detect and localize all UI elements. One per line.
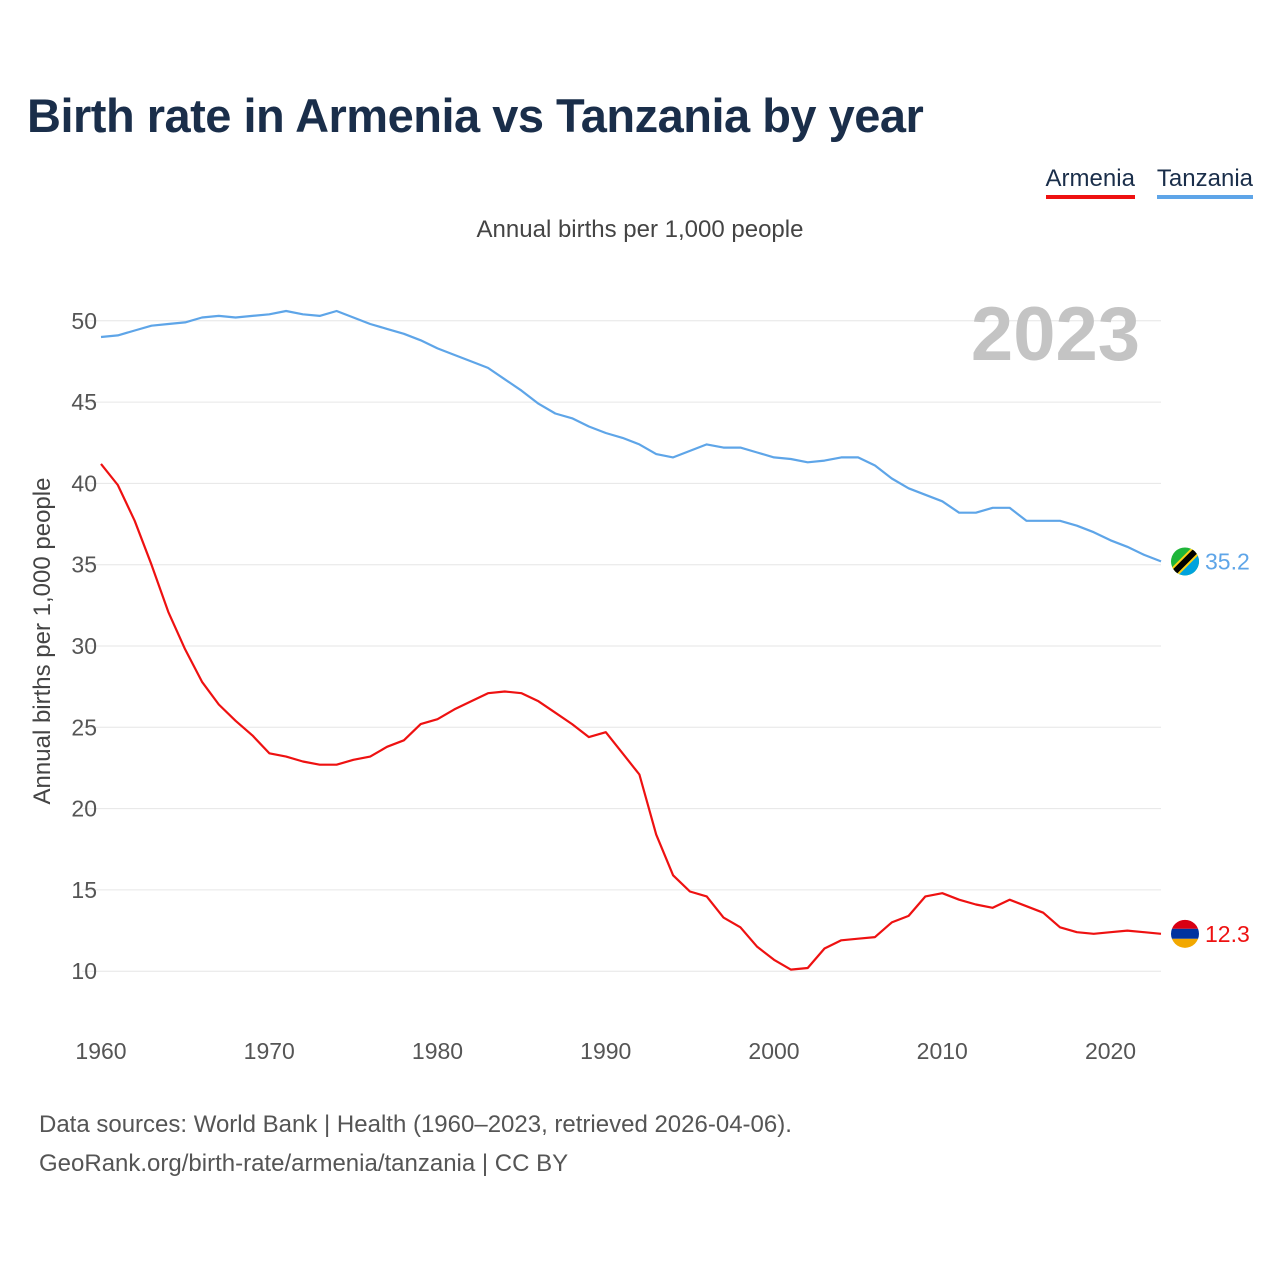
chart-title: Birth rate in Armenia vs Tanzania by yea…	[27, 89, 924, 142]
y-axis-label: Annual births per 1,000 people	[29, 478, 56, 805]
flag-armenia-icon	[1171, 919, 1199, 948]
flag-tanzania-icon	[1171, 547, 1199, 576]
line-chart: 10 15 20 25 30 35 40 45 50 1960 1970 1980 1990 2000 2…	[29, 292, 1250, 1064]
series-lines	[100, 309, 1162, 971]
y-tick-label: 50	[71, 308, 97, 334]
x-tick-label: 2020	[1085, 1038, 1136, 1064]
y-tick-label: 20	[71, 796, 97, 822]
y-tick-label: 15	[71, 877, 97, 903]
footer-sources: Data sources: World Bank | Health (1960–…	[39, 1111, 792, 1138]
end-markers: 12.3 35.2	[1171, 547, 1250, 948]
y-axis-ticks: 10 15 20 25 30 35 40 45 50	[71, 308, 97, 984]
series-line-armenia	[100, 463, 1162, 971]
legend-item-tanzania[interactable]: Tanzania	[1156, 165, 1253, 199]
x-tick-label: 1990	[580, 1038, 631, 1064]
end-value-label-armenia: 12.3	[1205, 921, 1250, 947]
x-tick-label: 1960	[75, 1038, 126, 1064]
legend: Armenia Tanzania	[1045, 165, 1253, 199]
series-line-tanzania	[100, 309, 1162, 563]
year-watermark: 2023	[971, 292, 1140, 377]
x-tick-label: 2010	[917, 1038, 968, 1064]
y-tick-label: 25	[71, 714, 97, 740]
footer-link[interactable]: GeoRank.org/birth-rate/armenia/tanzania …	[39, 1150, 569, 1177]
x-tick-label: 1980	[412, 1038, 463, 1064]
footer: Data sources: World Bank | Health (1960–…	[39, 1105, 792, 1183]
legend-item-armenia[interactable]: Armenia	[1045, 165, 1135, 199]
x-axis-ticks: 1960 1970 1980 1990 2000 2010 2020	[75, 1038, 1136, 1064]
chart-subtitle: Annual births per 1,000 people	[476, 216, 804, 243]
gridlines	[82, 320, 1161, 972]
y-tick-label: 40	[71, 470, 97, 496]
end-value-label-tanzania: 35.2	[1205, 548, 1250, 574]
y-tick-label: 35	[71, 552, 97, 578]
y-tick-label: 10	[71, 958, 97, 984]
x-tick-label: 1970	[244, 1038, 295, 1064]
y-tick-label: 45	[71, 389, 97, 415]
y-tick-label: 30	[71, 633, 97, 659]
x-tick-label: 2000	[748, 1038, 799, 1064]
